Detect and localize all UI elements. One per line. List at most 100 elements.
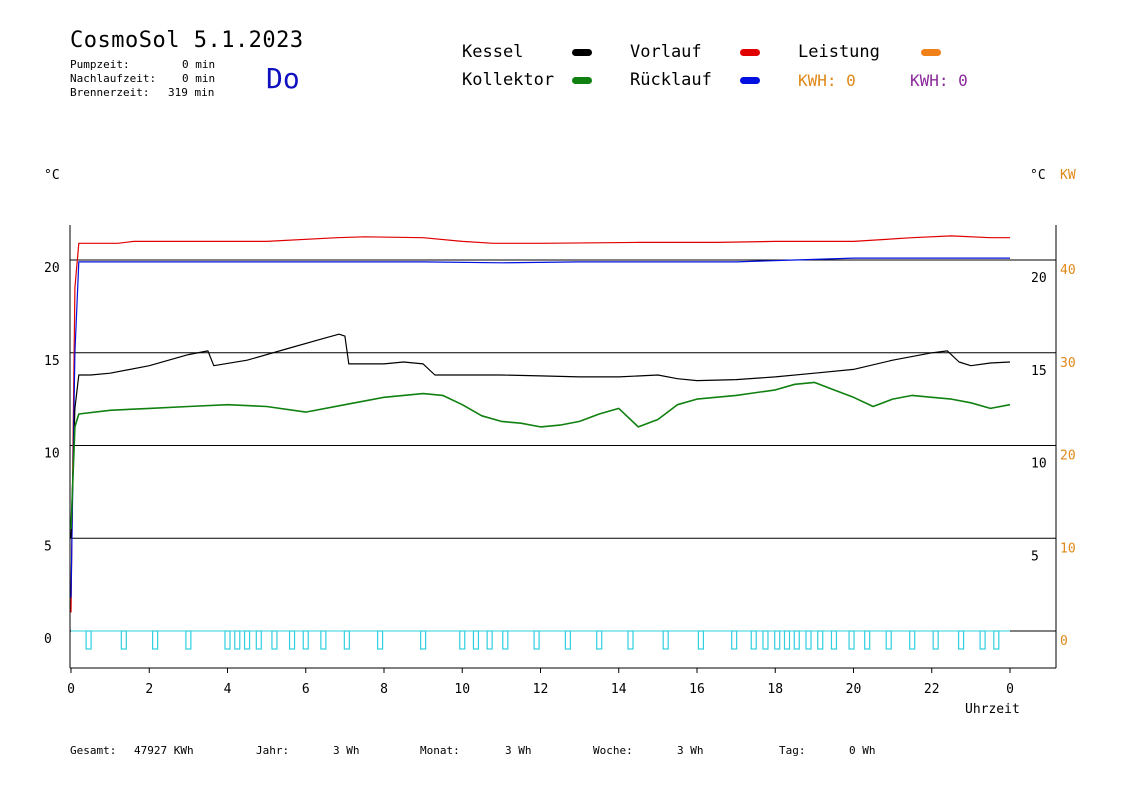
pump-pulse — [932, 630, 939, 650]
footer-total-value: 47927 KWh — [134, 744, 194, 757]
pump-pulse — [762, 630, 769, 650]
legend-leistung-label: Leistung — [798, 42, 880, 62]
y-tick-right-kw-label: 10 — [1060, 541, 1076, 556]
pump-pulse — [85, 630, 92, 650]
y-tick-left-label: 15 — [44, 354, 60, 369]
overrun-time-row: Nachlaufzeit: 0 min — [70, 72, 215, 85]
x-axis-label: Uhrzeit — [965, 702, 1020, 717]
page-title: CosmoSol 5.1.2023 — [70, 28, 304, 53]
series-line-ruecklauf — [70, 257, 1010, 598]
x-tick-label: 18 — [767, 682, 783, 697]
pump-pulse — [909, 630, 916, 650]
legend-leistung-swatch — [921, 49, 941, 56]
weekday-label: Do — [266, 62, 300, 95]
x-tick-label: 0 — [67, 682, 75, 697]
pump-pulse — [993, 630, 1000, 650]
legend-kollektor-label: Kollektor — [462, 70, 555, 90]
x-tick-label: 6 — [302, 682, 310, 697]
y-tick-right-kw-label: 0 — [1060, 634, 1068, 649]
pump-pulse — [472, 630, 480, 650]
series-line-vorlauf — [70, 235, 1010, 613]
footer-year-value: 3 Wh — [333, 744, 360, 757]
footer-week-label: Woche: — [593, 744, 633, 757]
pump-pulse — [420, 630, 427, 650]
y-tick-right-kw-label: 30 — [1060, 356, 1076, 371]
pump-pulse — [662, 630, 669, 650]
x-tick-label: 10 — [454, 682, 470, 697]
pump-pulse — [564, 630, 571, 650]
pump-pulse — [830, 630, 838, 650]
x-tick-label: 8 — [380, 682, 388, 697]
pump-pulse — [255, 630, 262, 650]
right-axis-kw-unit: KW — [1060, 168, 1076, 183]
left-axis-unit: °C — [44, 168, 60, 183]
pump-pulse — [817, 630, 824, 650]
pump-pulse — [864, 630, 871, 650]
pump-pulse — [185, 630, 192, 650]
footer-month-value: 3 Wh — [505, 744, 532, 757]
pump-pulse — [288, 630, 296, 650]
pump-pulse — [302, 630, 309, 650]
pump-time-label: Pumpzeit: — [70, 58, 130, 71]
legend-ruecklauf-swatch — [740, 77, 760, 84]
pump-time-value: 0 min — [182, 58, 216, 71]
pump-pulse — [343, 630, 350, 650]
pump-pulse — [271, 630, 278, 650]
x-tick-label: 22 — [924, 682, 940, 697]
y-tick-right-temp-label: 5 — [1031, 549, 1039, 564]
y-tick-right-kw-label: 40 — [1060, 263, 1076, 278]
legend-kollektor-swatch — [572, 77, 592, 84]
x-tick-label: 16 — [689, 682, 705, 697]
x-tick-label: 0 — [1006, 682, 1014, 697]
pump-pulse — [152, 630, 159, 650]
pump-pulse — [731, 630, 738, 650]
y-tick-left-label: 10 — [44, 447, 60, 462]
x-tick-label: 20 — [846, 682, 862, 697]
pump-pulse — [627, 630, 634, 650]
y-tick-right-temp-label: 15 — [1031, 364, 1047, 379]
y-tick-right-kw-label: 20 — [1060, 449, 1076, 464]
pump-pulse — [596, 630, 603, 650]
pump-pulse — [774, 630, 781, 650]
overrun-time-label: Nachlaufzeit: — [70, 72, 157, 85]
y-tick-right-temp-label: 20 — [1031, 271, 1047, 286]
footer-week-value: 3 Wh — [677, 744, 704, 757]
pump-pulse — [502, 630, 509, 650]
y-tick-left-label: 20 — [44, 261, 60, 276]
burner-time-value: 319 min — [168, 86, 215, 99]
pump-pulse — [224, 630, 231, 650]
footer-month-label: Monat: — [420, 744, 460, 757]
burner-time-row: Brennerzeit: 319 min — [70, 86, 214, 99]
pump-pulse — [848, 630, 855, 650]
right-axis-unit: °C — [1030, 168, 1046, 183]
legend-vorlauf-label: Vorlauf — [630, 42, 702, 62]
y-tick-left-label: 5 — [44, 539, 52, 554]
pump-pulse — [320, 630, 327, 650]
kwh-orange-label: KWH: 0 — [798, 71, 856, 90]
kwh-purple-label: KWH: 0 — [910, 71, 968, 90]
series-line-kollektor — [70, 381, 1011, 530]
pump-pulse — [120, 630, 127, 650]
pump-pulse — [234, 630, 241, 650]
legend-ruecklauf-label: Rücklauf — [630, 70, 712, 90]
y-tick-left-label: 0 — [44, 632, 52, 647]
pump-pulse — [459, 630, 466, 650]
series-line-kessel — [70, 333, 1011, 539]
pump-pulse — [957, 630, 965, 650]
legend-vorlauf-swatch — [740, 49, 760, 56]
burner-time-label: Brennerzeit: — [70, 86, 150, 99]
pump-pulse — [979, 630, 986, 650]
x-tick-label: 4 — [224, 682, 232, 697]
pump-pulse — [486, 630, 493, 650]
pump-pulse — [376, 630, 384, 650]
legend-kessel-swatch — [572, 49, 592, 56]
pump-pulse — [793, 630, 800, 650]
pump-pulse — [697, 630, 705, 650]
pump-pulse — [885, 630, 892, 650]
pump-pulse — [533, 630, 540, 650]
x-tick-label: 2 — [145, 682, 153, 697]
footer-total-label: Gesamt: — [70, 744, 117, 757]
pump-pulse — [783, 630, 791, 650]
footer-day-label: Tag: — [779, 744, 806, 757]
